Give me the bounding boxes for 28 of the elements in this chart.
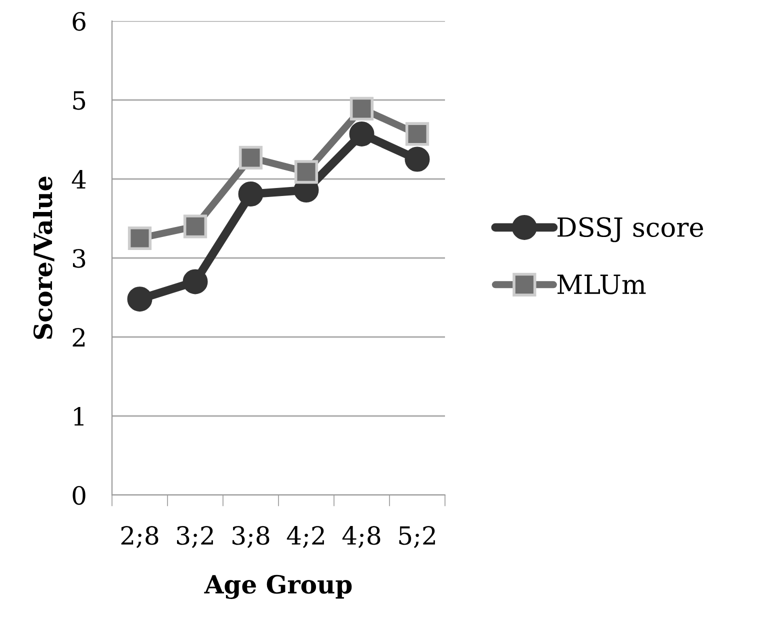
point: [128, 226, 152, 250]
y-tick-label: 6: [72, 12, 86, 31]
x-tick-label: 2;8: [121, 526, 158, 548]
x-tick-label: 3;2: [177, 526, 213, 548]
y-tick-label: 1: [74, 406, 84, 426]
y-tick-label: 3: [73, 248, 86, 268]
point: [127, 286, 152, 312]
point: [183, 214, 208, 238]
x-tick-label: 4;2: [286, 526, 324, 548]
y-tick-label: 5: [73, 91, 86, 110]
y-tick-label: 4: [72, 170, 86, 188]
legend-label: DSSJ score: [558, 217, 704, 242]
point: [404, 146, 430, 172]
point: [350, 96, 374, 120]
point: [405, 122, 430, 146]
point: [238, 146, 263, 170]
y-tick-label: 2: [72, 328, 85, 346]
point: [349, 121, 374, 146]
y-tick-label: 0: [72, 486, 86, 505]
point: [294, 160, 318, 184]
legend-label: MLUm: [557, 274, 646, 294]
x-tick-label: 5;2: [399, 526, 435, 548]
x-tick-label: 3;8: [232, 526, 270, 548]
x-axis-title: Age Group: [204, 574, 352, 599]
point: [238, 182, 264, 207]
y-axis-title: Score/Value: [33, 176, 54, 339]
x-tick-label: 4;8: [342, 526, 380, 548]
point: [182, 269, 208, 294]
